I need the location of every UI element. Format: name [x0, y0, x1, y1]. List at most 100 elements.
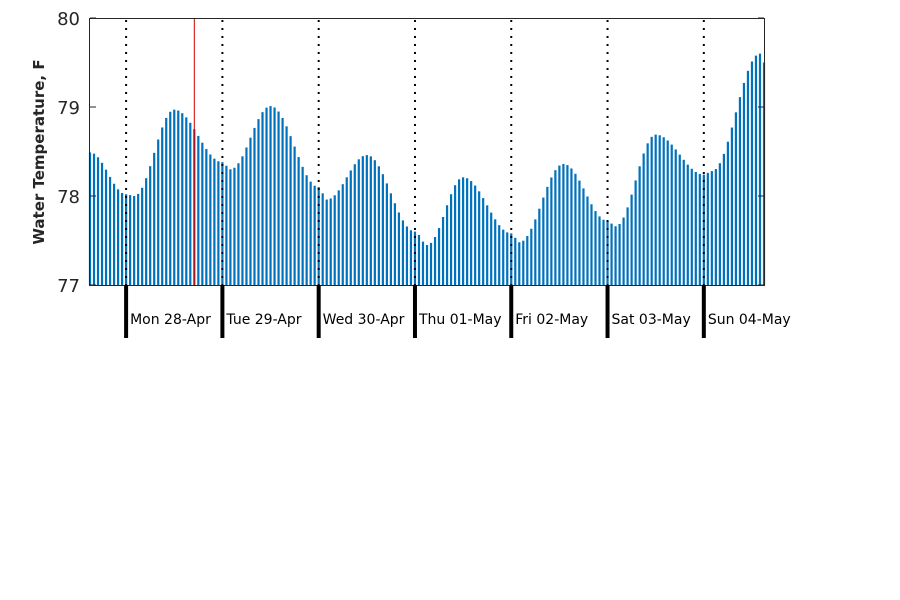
bar: [385, 183, 388, 285]
bar: [614, 226, 617, 285]
bar: [233, 167, 236, 285]
bar: [409, 230, 413, 285]
bar: [201, 142, 204, 285]
bar: [269, 106, 272, 285]
bar: [321, 193, 324, 285]
bar: [466, 178, 469, 285]
bar: [341, 184, 344, 285]
y-tick-label: 77: [57, 276, 80, 297]
bar: [305, 175, 308, 285]
bar: [293, 146, 296, 285]
bar: [401, 220, 405, 285]
bar: [598, 216, 601, 285]
bar: [642, 153, 645, 285]
bar: [112, 183, 116, 285]
bar: [273, 107, 276, 286]
bar: [453, 185, 457, 285]
bar: [530, 228, 533, 285]
day-label: Mon 28-Apr: [130, 312, 211, 328]
bar: [104, 169, 108, 285]
bar: [405, 226, 409, 285]
bar: [237, 163, 240, 285]
bar: [433, 237, 437, 285]
bar: [209, 154, 212, 285]
bar: [666, 140, 669, 285]
bar: [610, 223, 613, 285]
day-label: Thu 01-May: [418, 312, 502, 328]
bar: [654, 134, 657, 285]
bar: [397, 212, 401, 285]
bar: [638, 166, 641, 285]
bar: [502, 229, 505, 285]
bar: [462, 177, 465, 285]
bar: [381, 174, 384, 285]
bar: [365, 155, 368, 285]
bar: [686, 164, 689, 285]
bar: [706, 172, 709, 285]
bar: [678, 154, 681, 285]
bar: [758, 53, 762, 285]
bar: [197, 135, 200, 285]
bar: [690, 168, 693, 285]
day-label: Sat 03-May: [612, 312, 691, 328]
bar: [377, 166, 380, 285]
bar: [486, 205, 489, 285]
bar: [373, 160, 376, 285]
bar: [590, 204, 593, 285]
bar: [437, 228, 441, 285]
bar: [249, 137, 252, 285]
bar: [345, 177, 348, 285]
bar: [357, 159, 360, 285]
bar: [498, 225, 501, 285]
bar: [281, 117, 284, 285]
bar: [213, 158, 216, 285]
bar: [157, 139, 160, 285]
bar: [116, 189, 120, 285]
bar: [149, 166, 152, 285]
bar: [662, 137, 665, 285]
bar: [574, 173, 577, 285]
bar: [393, 203, 397, 285]
bar: [542, 197, 545, 285]
bar: [682, 159, 685, 285]
bar: [189, 122, 192, 285]
bar: [646, 143, 649, 285]
bar: [622, 217, 625, 285]
bar: [538, 208, 541, 285]
bar: [746, 70, 750, 285]
bar: [722, 153, 725, 285]
bar: [185, 117, 188, 285]
bar: [506, 232, 509, 285]
bar: [349, 170, 352, 285]
bar: [586, 196, 589, 285]
bar: [309, 181, 312, 285]
bar: [361, 156, 364, 285]
bar: [353, 164, 356, 285]
bar: [245, 147, 248, 285]
bar: [726, 141, 729, 285]
bar: [313, 185, 316, 285]
bar: [429, 242, 433, 285]
bar: [173, 109, 176, 285]
bar: [710, 171, 713, 285]
bar: [562, 163, 565, 285]
bar: [482, 198, 485, 285]
bar: [205, 149, 208, 285]
bar: [96, 157, 100, 285]
bar: [277, 111, 280, 285]
bar: [738, 97, 742, 285]
bar: [494, 219, 497, 285]
bar: [626, 207, 629, 285]
bar: [445, 205, 449, 285]
bar: [550, 177, 553, 285]
bar: [297, 157, 300, 285]
day-label: Tue 29-Apr: [225, 312, 301, 328]
bar: [120, 192, 124, 285]
bar: [329, 198, 332, 285]
day-label: Wed 30-Apr: [323, 312, 405, 328]
x-axis: Mon 28-Apr Tue 29-Apr Wed 30-Apr Thu 01-May…: [124, 285, 791, 338]
bar: [333, 195, 336, 285]
bar: [650, 136, 653, 285]
bar: [153, 152, 156, 285]
bar: [253, 127, 256, 285]
